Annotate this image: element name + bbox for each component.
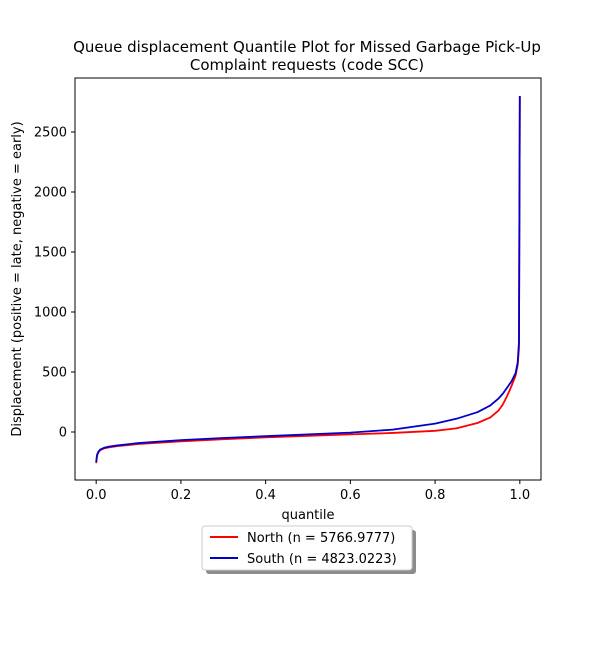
x-axis: 0.0 0.2 0.4 0.6 0.8 1.0 bbox=[86, 480, 530, 503]
y-tick-label: 0 bbox=[59, 426, 67, 441]
x-tick-label: 1.0 bbox=[509, 488, 530, 503]
y-axis-label: Displacement (positive = late, negative … bbox=[10, 121, 25, 436]
legend-label-south: South (n = 4823.0223) bbox=[247, 552, 397, 567]
legend-box bbox=[201, 525, 413, 571]
y-tick-label: 1000 bbox=[34, 306, 67, 321]
series-line-north bbox=[95, 95, 521, 464]
y-tick-label: 1500 bbox=[34, 246, 67, 261]
x-tick-label: 0.6 bbox=[340, 488, 361, 503]
y-axis: 0 500 1000 1500 2000 2500 bbox=[34, 126, 75, 441]
chart-title: Queue displacement Quantile Plot for Mis… bbox=[73, 38, 541, 56]
x-axis-label: quantile bbox=[281, 508, 334, 523]
x-tick-label: 0.4 bbox=[255, 488, 276, 503]
y-tick-label: 500 bbox=[42, 366, 67, 381]
y-tick-label: 2500 bbox=[34, 126, 67, 141]
series-line-south bbox=[95, 95, 521, 463]
x-tick-label: 0.0 bbox=[86, 488, 107, 503]
legend-label-north: North (n = 5766.9777) bbox=[247, 531, 395, 546]
series-layer bbox=[95, 95, 521, 464]
chart-subtitle: Complaint requests (code SCC) bbox=[190, 56, 424, 74]
x-tick-label: 0.8 bbox=[425, 488, 446, 503]
x-tick-label: 0.2 bbox=[171, 488, 192, 503]
y-tick-label: 2000 bbox=[34, 186, 67, 201]
plot-frame bbox=[74, 77, 542, 481]
legend: North (n = 5766.9777) South (n = 4823.02… bbox=[201, 525, 416, 574]
